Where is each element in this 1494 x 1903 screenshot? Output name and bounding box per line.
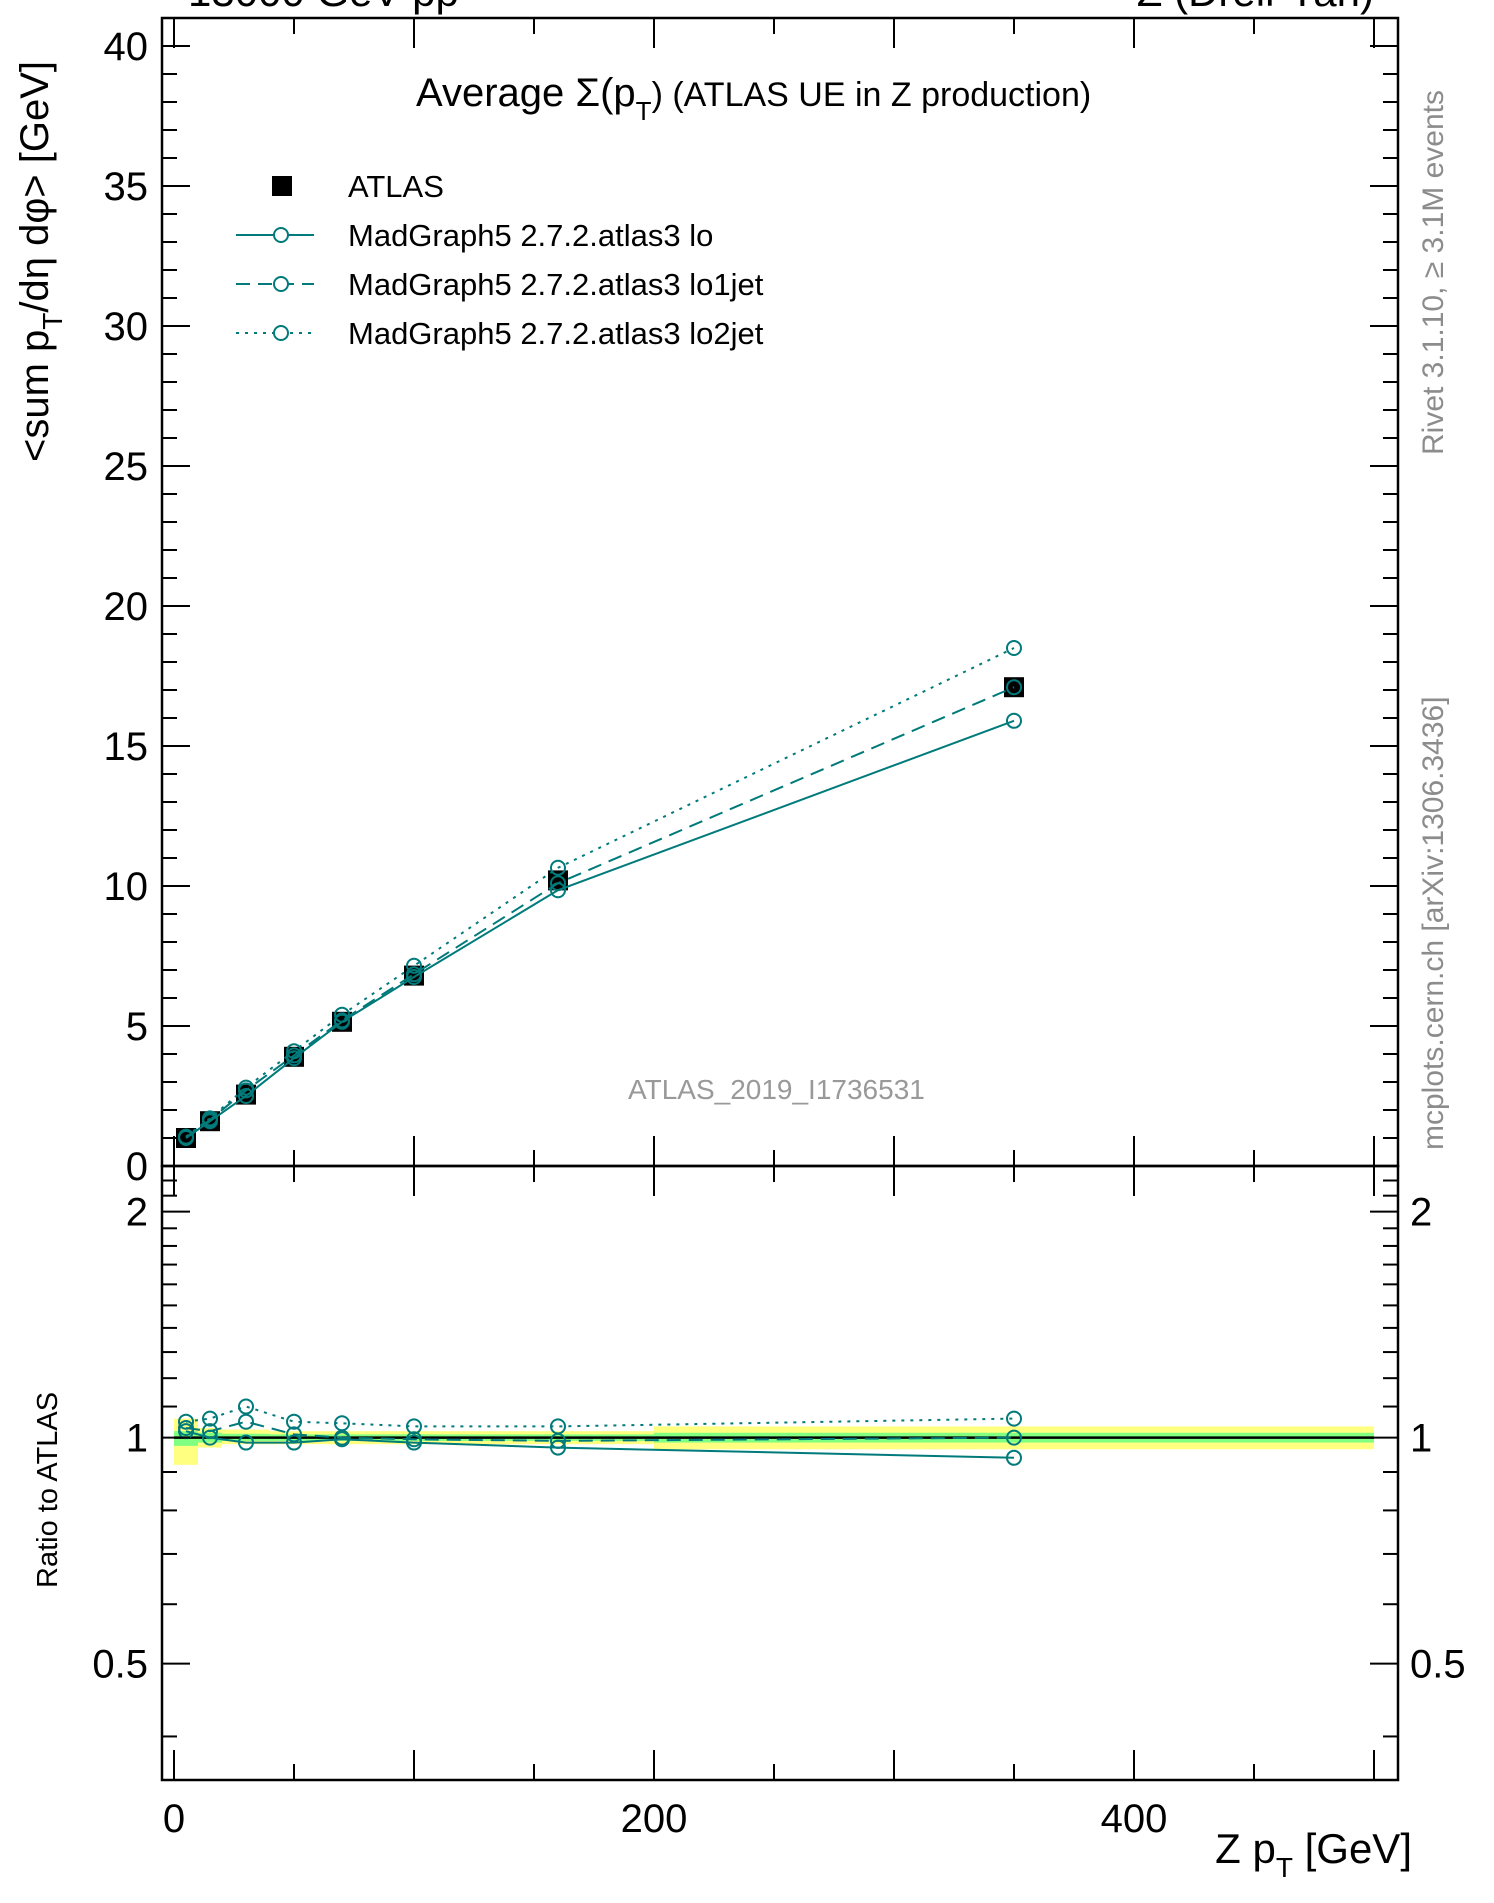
- x-axis-title: Z pT [GeV]: [1215, 1825, 1412, 1883]
- main-axes: 0 5 10 15 20 25 30 35 40: [104, 16, 1400, 1189]
- ratio-point: [286, 1434, 302, 1451]
- ratio-frame: [160, 1164, 1400, 1782]
- series-dotted: [178, 640, 1022, 1145]
- mc-point: [1006, 712, 1022, 729]
- ratio-point: [1006, 1410, 1022, 1427]
- ratio-point: [238, 1398, 254, 1415]
- mc-point: [286, 1047, 302, 1064]
- y-tick-label: 10: [104, 865, 149, 909]
- mc-point: [406, 966, 422, 983]
- mc-point: [178, 1128, 194, 1145]
- mc-point: [286, 1043, 302, 1060]
- ratio-point: [178, 1413, 194, 1430]
- legend-item: MadGraph5 2.7.2.atlas3 lo1jet: [236, 267, 764, 302]
- ratio-point: [202, 1410, 218, 1427]
- legend-marker-data: [272, 176, 292, 196]
- legend-item: ATLAS: [272, 169, 444, 204]
- ratio-y-tick-label: 1: [126, 1417, 148, 1461]
- mc-point: [238, 1079, 254, 1096]
- y-tick-label: 20: [104, 585, 149, 629]
- legend-label: MadGraph5 2.7.2.atlas3 lo1jet: [348, 267, 764, 302]
- mc-point: [406, 957, 422, 974]
- ratio-series-dashed: [178, 1413, 1022, 1449]
- ratio-line-dotted: [185, 1405, 1015, 1428]
- y-tick-label: 15: [104, 725, 149, 769]
- ratio-y-tick-label-right: 0.5: [1410, 1643, 1466, 1687]
- legend-marker: [273, 325, 289, 341]
- ratio-point: [202, 1423, 218, 1440]
- ratio-point: [406, 1431, 422, 1448]
- ratio-point: [1006, 1449, 1022, 1466]
- side-label-top: Rivet 3.1.10, ≥ 3.1M events: [1417, 90, 1450, 455]
- ratio-point: [406, 1418, 422, 1435]
- ratio-y-axis-title: Ratio to ATLAS: [32, 1392, 64, 1588]
- ratio-y-tick-label: 2: [126, 1191, 148, 1235]
- y-tick-label: 30: [104, 305, 149, 349]
- mc-point: [1006, 679, 1022, 696]
- header-right: Z (Drell-Yan): [1137, 0, 1374, 15]
- legend-label: ATLAS: [348, 169, 444, 204]
- x-tick-label: 0: [163, 1797, 185, 1841]
- ratio-point: [1006, 1429, 1022, 1446]
- main-plot-area: [176, 640, 1024, 1148]
- mc-point: [550, 875, 566, 892]
- series-line-dashed: [185, 686, 1015, 1139]
- ratio-uncertainty-bands: [174, 1418, 1374, 1465]
- ratio-plot-area: [178, 1398, 1022, 1466]
- header-left: 13000 GeV pp: [188, 0, 459, 15]
- ratio-axes: 0.5 0.5 1 1 2 2 0 200 400: [92, 1164, 1466, 1841]
- x-tick-label: 400: [1101, 1797, 1168, 1841]
- ratio-y-tick-label: 0.5: [92, 1643, 148, 1687]
- legend-item: MadGraph5 2.7.2.atlas3 lo2jet: [236, 316, 764, 351]
- mc-point: [550, 859, 566, 876]
- legend-item: MadGraph5 2.7.2.atlas3 lo: [236, 218, 713, 253]
- y-tick-label: 40: [104, 25, 149, 69]
- ratio-y-tick-label-right: 2: [1410, 1191, 1432, 1235]
- x-tick-label: 200: [621, 1797, 688, 1841]
- ratio-point: [334, 1415, 350, 1432]
- y-tick-label: 25: [104, 445, 149, 489]
- ratio-point: [286, 1426, 302, 1443]
- mc-point: [334, 1006, 350, 1023]
- ratio-point: [238, 1413, 254, 1430]
- ratio-series-dotted: [178, 1398, 1022, 1435]
- mc-point: [202, 1110, 218, 1127]
- ratio-y-tick-label-right: 1: [1410, 1417, 1432, 1461]
- y-tick-label: 35: [104, 165, 149, 209]
- ratio-point: [550, 1418, 566, 1435]
- analysis-label: ATLAS_2019_I1736531: [628, 1074, 925, 1105]
- side-label-bottom: mcplots.cern.ch [arXiv:1306.3436]: [1417, 696, 1450, 1150]
- legend-label: MadGraph5 2.7.2.atlas3 lo2jet: [348, 316, 764, 351]
- y-tick-label: 0: [126, 1145, 148, 1189]
- series-line-dotted: [185, 647, 1015, 1138]
- ratio-point: [286, 1413, 302, 1430]
- ratio-point: [238, 1434, 254, 1451]
- legend-label: MadGraph5 2.7.2.atlas3 lo: [348, 218, 713, 253]
- y-tick-label: 5: [126, 1005, 148, 1049]
- legend-marker: [273, 227, 289, 243]
- chart-title: Average Σ(pT) (ATLAS UE in Z production): [416, 71, 1091, 126]
- y-axis-title: <sum pT/dη dφ> [GeV]: [13, 61, 68, 462]
- legend-marker: [273, 276, 289, 292]
- mc-point: [1006, 640, 1022, 656]
- legend: ATLAS MadGraph5 2.7.2.atlas3 lo MadGraph5 …: [236, 169, 764, 351]
